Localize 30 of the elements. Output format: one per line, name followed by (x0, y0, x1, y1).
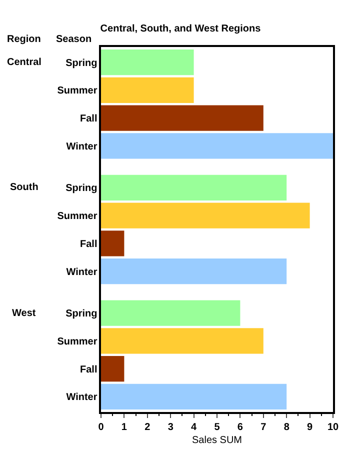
x-tick-label: 4 (191, 422, 198, 433)
y-tick-label: Winter (66, 392, 98, 404)
text: Central (7, 57, 42, 68)
x-tick-label: 2 (144, 422, 151, 433)
x-tick-label: 1 (121, 422, 128, 433)
chart-title: Central, South, and West Regions (100, 24, 262, 34)
text: South (10, 182, 38, 193)
y-tick-label: Winter (66, 266, 98, 278)
text: West (12, 308, 36, 319)
y-tick-label: Spring (66, 58, 98, 69)
x-tick-label: 10 (327, 422, 339, 433)
y-tick-label: Summer (57, 211, 98, 222)
y-tick-label: Winter (66, 141, 98, 152)
y-tick-label: Fall (80, 238, 98, 250)
x-tick-label: 8 (284, 422, 290, 433)
x-tick-label: 6 (237, 422, 244, 433)
x-tick-label: 7 (260, 422, 267, 433)
x-tick-label: 5 (214, 422, 220, 433)
x-tick-label: 3 (168, 422, 174, 433)
x-tick-label: 0 (98, 422, 104, 433)
y-tick-label: Summer (57, 86, 98, 97)
x-axis-title: Sales SUM (192, 434, 242, 446)
y-tick-label: Spring (66, 183, 98, 194)
x-tick-label: 9 (307, 422, 314, 433)
y-tick-label: Fall (80, 364, 98, 376)
y-tick-label: Spring (66, 308, 98, 320)
y-tick-label: Fall (80, 114, 98, 125)
text: Region (7, 34, 41, 45)
y-axis-title: Season (56, 34, 92, 45)
y-tick-label: Summer (57, 336, 98, 348)
